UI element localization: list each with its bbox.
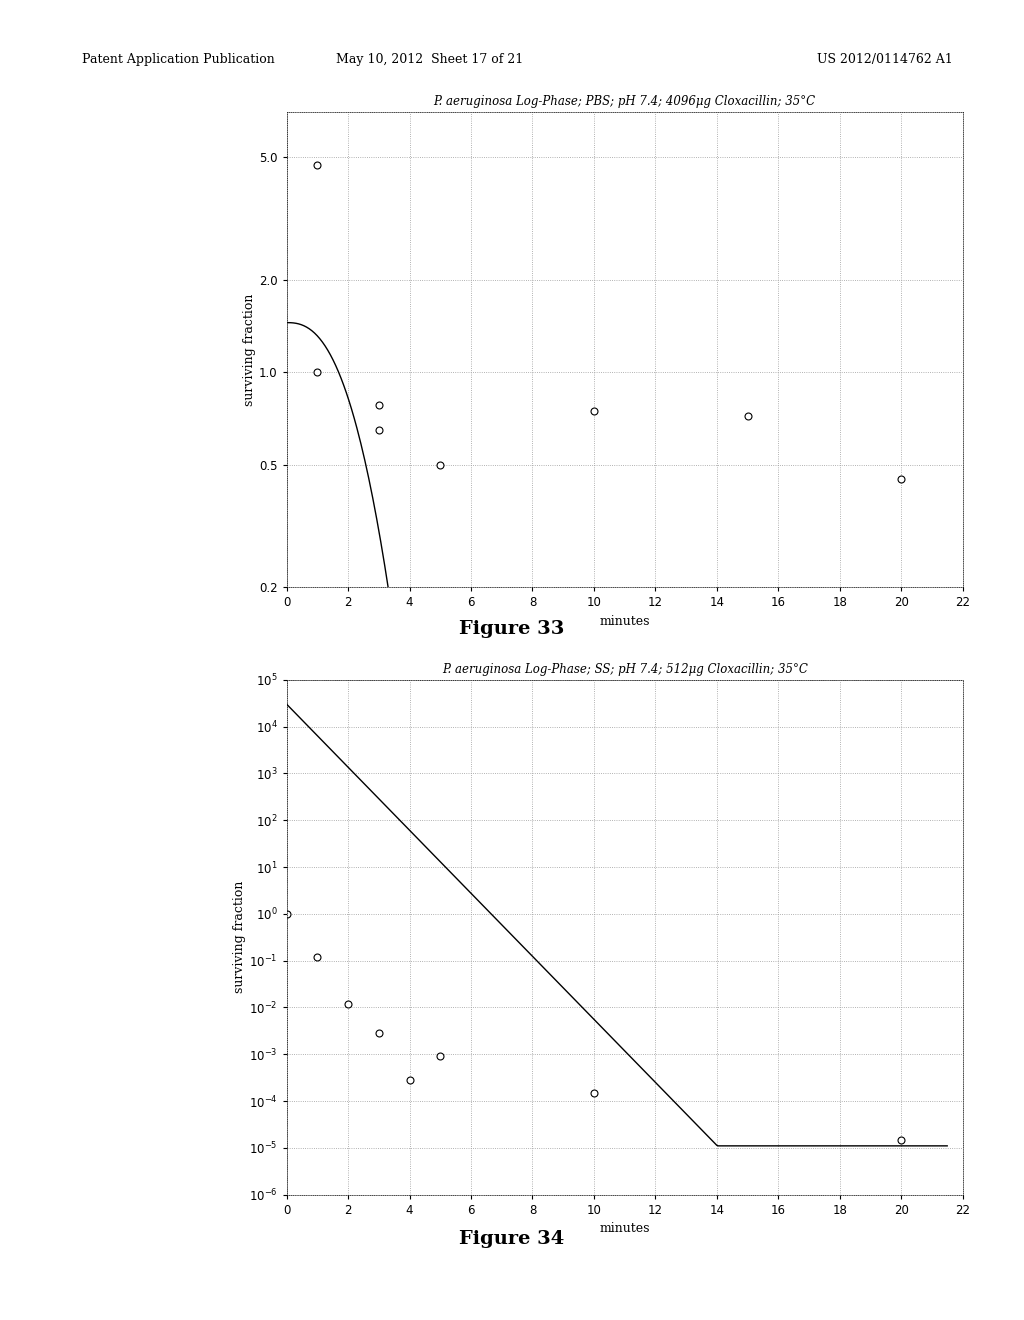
X-axis label: minutes: minutes (599, 1222, 650, 1236)
Title: P. aeruginosa Log-Phase; SS; pH 7.4; 512μg Cloxacillin; 35°C: P. aeruginosa Log-Phase; SS; pH 7.4; 512… (441, 663, 808, 676)
X-axis label: minutes: minutes (599, 615, 650, 628)
Text: Figure 33: Figure 33 (460, 620, 564, 639)
Text: Patent Application Publication: Patent Application Publication (82, 53, 274, 66)
Text: US 2012/0114762 A1: US 2012/0114762 A1 (816, 53, 952, 66)
Text: Figure 34: Figure 34 (460, 1230, 564, 1249)
Title: P. aeruginosa Log-Phase; PBS; pH 7.4; 4096μg Cloxacillin; 35°C: P. aeruginosa Log-Phase; PBS; pH 7.4; 40… (433, 95, 816, 108)
Y-axis label: surviving fraction: surviving fraction (233, 880, 246, 994)
Text: May 10, 2012  Sheet 17 of 21: May 10, 2012 Sheet 17 of 21 (337, 53, 523, 66)
Y-axis label: surviving fraction: surviving fraction (244, 293, 256, 407)
